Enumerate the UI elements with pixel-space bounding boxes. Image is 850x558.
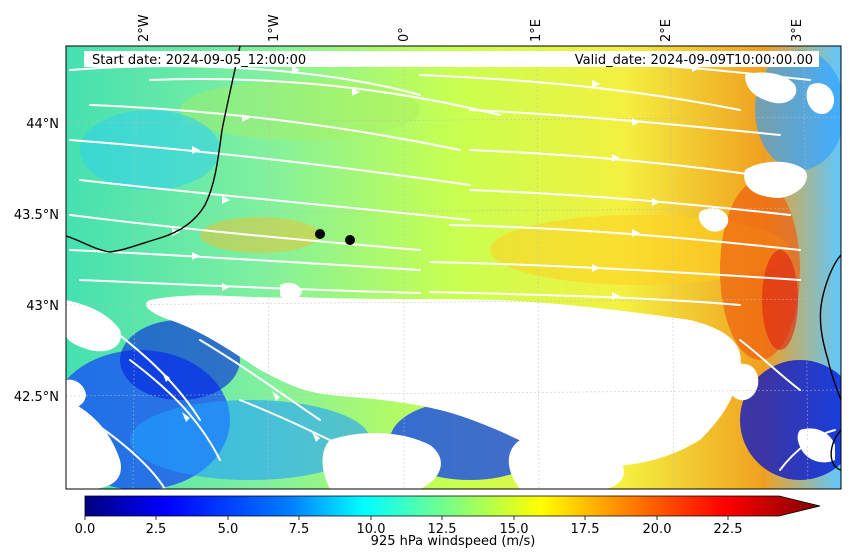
- lon-tick-label: 1°W: [267, 14, 282, 42]
- colorbar-tick-label: 10.0: [357, 522, 386, 537]
- map-frame: [65, 45, 842, 490]
- lat-tick-label: 43.5°N: [14, 208, 59, 223]
- colorbar-tick-label: 5.0: [218, 522, 239, 537]
- lon-tick-label: 2°E: [659, 19, 674, 42]
- lat-tick-label: 42.5°N: [14, 390, 59, 405]
- longitude-labels: 2°W 1°W 0° 1°E 2°E 3°E: [137, 14, 805, 42]
- colorbar-tick-label: 20.0: [643, 522, 672, 537]
- colorbar-tick-label: 17.5: [571, 522, 600, 537]
- colorbar: 0.0 2.5 5.0 7.5 10.0 12.5 15.0 17.5 20.0…: [75, 495, 821, 549]
- colorbar-tick-label: 7.5: [289, 522, 310, 537]
- colorbar-tick-label: 15.0: [500, 522, 529, 537]
- colorbar-tick-label: 0.0: [75, 522, 96, 537]
- latitude-labels: 44°N 43.5°N 43°N 42.5°N: [14, 117, 59, 405]
- start-date-label: Start date: 2024-09-05_12:00:00: [92, 53, 306, 68]
- lon-tick-label: 0°: [397, 27, 412, 42]
- station-marker: [315, 229, 325, 239]
- masked-terrain: [66, 72, 835, 489]
- station-marker: [345, 235, 355, 245]
- colorbar-tick-label: 22.5: [714, 522, 743, 537]
- lat-tick-label: 44°N: [26, 117, 59, 132]
- header-band: [84, 51, 819, 67]
- map-panel: [66, 46, 841, 489]
- colorbar-bar: [84, 495, 821, 517]
- lon-tick-label: 3°E: [790, 19, 805, 42]
- lon-tick-label: 2°W: [137, 14, 152, 42]
- lon-tick-label: 1°E: [529, 19, 544, 42]
- coastlines: [66, 46, 841, 471]
- valid-date-label: Valid_date: 2024-09-09T10:00:00.00: [575, 53, 813, 68]
- lat-tick-label: 43°N: [26, 299, 59, 314]
- colorbar-tick-label: 2.5: [146, 522, 167, 537]
- streamline-arrows: [162, 64, 700, 442]
- colorbar-label: 925 hPa windspeed (m/s): [371, 534, 536, 549]
- colorbar-tick-label: 12.5: [428, 522, 457, 537]
